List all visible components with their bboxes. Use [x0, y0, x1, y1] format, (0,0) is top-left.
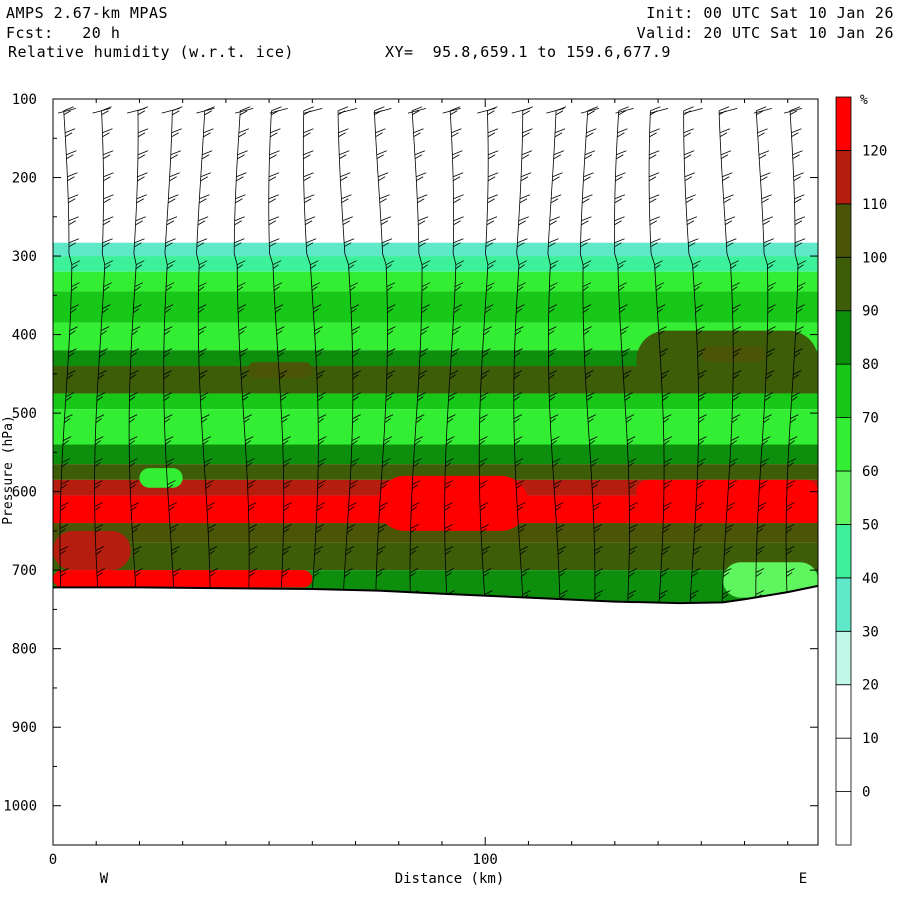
rh-layer — [53, 271, 818, 292]
colorbar-swatch — [835, 150, 852, 205]
colorbar-swatch — [835, 310, 852, 365]
colorbar-label: 110 — [862, 197, 887, 213]
rh-patch — [139, 468, 183, 488]
colorbar-label: 90 — [862, 304, 879, 320]
rh-layer — [53, 99, 818, 243]
x-tick-label: 0 — [49, 852, 57, 868]
colorbar-label: 100 — [862, 250, 887, 266]
wind-barb-column — [683, 106, 707, 604]
y-tick-label: 500 — [12, 406, 37, 422]
y-tick-label: 400 — [12, 328, 37, 344]
model-title: AMPS 2.67-km MPAS — [6, 4, 169, 22]
rh-layer — [53, 444, 818, 465]
colorbar-swatch — [835, 791, 852, 846]
colorbar-swatch — [835, 577, 852, 632]
colorbar-swatch — [835, 470, 852, 525]
colorbar-swatch — [835, 256, 852, 312]
colorbar-label: 30 — [862, 624, 879, 640]
rh-layer — [53, 542, 818, 571]
colorbar-label: 40 — [862, 571, 879, 587]
wind-barb-column — [579, 106, 604, 604]
colorbar-label: 80 — [862, 357, 879, 373]
rh-patch — [53, 570, 313, 588]
forecast-hour: Fcst: 20 h — [6, 24, 121, 42]
wind-barb-column — [511, 106, 533, 604]
colorbar-swatch — [835, 684, 852, 739]
colorbar-label: 70 — [862, 411, 879, 427]
wind-barbs — [57, 106, 807, 604]
y-tick-label: 200 — [12, 171, 37, 187]
colorbar-swatch — [835, 737, 852, 792]
y-tick-label: 1000 — [3, 799, 37, 815]
xy-range: XY= 95.8,659.1 to 159.6,677.9 — [385, 43, 671, 61]
wind-barb-column — [753, 106, 776, 604]
colorbar-label: 120 — [862, 143, 887, 159]
field-title: Relative humidity (w.r.t. ice) — [8, 43, 294, 61]
colorbar-swatch — [835, 203, 852, 258]
rh-patch — [722, 562, 818, 598]
east-label: E — [799, 871, 807, 887]
x-axis-label: Distance (km) — [395, 871, 505, 887]
rh-patch — [117, 365, 572, 390]
y-tick-label: 800 — [12, 642, 37, 658]
rh-layer — [53, 409, 818, 445]
rh-layer — [53, 523, 818, 543]
plot-frame — [52, 98, 819, 846]
colorbar-label: 10 — [862, 731, 879, 747]
rh-patch — [636, 479, 818, 504]
colorbar-label: 20 — [862, 678, 879, 694]
rh-layer — [53, 242, 818, 257]
rh-layer — [53, 464, 818, 480]
colorbar-swatch — [835, 630, 852, 686]
y-tick-label: 900 — [12, 720, 37, 736]
rh-patch — [247, 362, 313, 378]
colorbar-unit: % — [860, 93, 868, 108]
colorbar-label: 60 — [862, 464, 879, 480]
rh-layer — [53, 291, 818, 323]
y-tick-label: 300 — [12, 249, 37, 265]
rh-patch — [377, 475, 529, 531]
y-tick-label: 100 — [12, 92, 37, 108]
wind-barb-column — [161, 106, 183, 604]
colorbar: 0 10 20 30 40 50 60 70 80 90 100 110 120% — [835, 93, 887, 846]
wind-barb-column — [233, 106, 258, 604]
y-tick-label: 600 — [12, 485, 37, 501]
rh-patch — [701, 346, 767, 363]
wind-barb-column — [337, 106, 362, 604]
colorbar-label: 0 — [862, 785, 870, 801]
west-label: W — [100, 871, 109, 887]
colorbar-swatch — [835, 417, 852, 472]
wind-barb-column — [442, 106, 465, 604]
rh-layer — [53, 393, 818, 410]
rh-patch — [53, 530, 131, 571]
wind-barb-column — [407, 106, 431, 604]
x-tick-label: 100 — [473, 852, 498, 868]
wind-barb-column — [718, 106, 742, 604]
wind-barb-column — [92, 106, 114, 604]
rh-layer — [53, 350, 818, 366]
wind-barb-column — [546, 106, 568, 604]
y-axis-label: Pressure (hPa) — [1, 415, 16, 525]
wind-barb-column — [477, 106, 499, 604]
wind-barb-column — [268, 106, 292, 604]
rh-layer — [53, 256, 818, 272]
init-time: Init: 00 UTC Sat 10 Jan 26 — [646, 4, 894, 22]
colorbar-label: 50 — [862, 517, 879, 533]
colorbar-swatch — [835, 524, 852, 579]
wind-barb-column — [373, 106, 396, 604]
colorbar-swatch — [835, 96, 852, 151]
terrain-line — [53, 584, 819, 605]
y-tick-label: 700 — [12, 563, 37, 579]
rh-field — [53, 99, 818, 604]
wind-barb-column — [614, 106, 638, 604]
colorbar-swatch — [835, 363, 852, 418]
wind-barb-column — [783, 106, 807, 604]
wind-barb-column — [302, 106, 327, 604]
valid-time: Valid: 20 UTC Sat 10 Jan 26 — [636, 24, 894, 42]
wind-barb-column — [648, 106, 673, 604]
